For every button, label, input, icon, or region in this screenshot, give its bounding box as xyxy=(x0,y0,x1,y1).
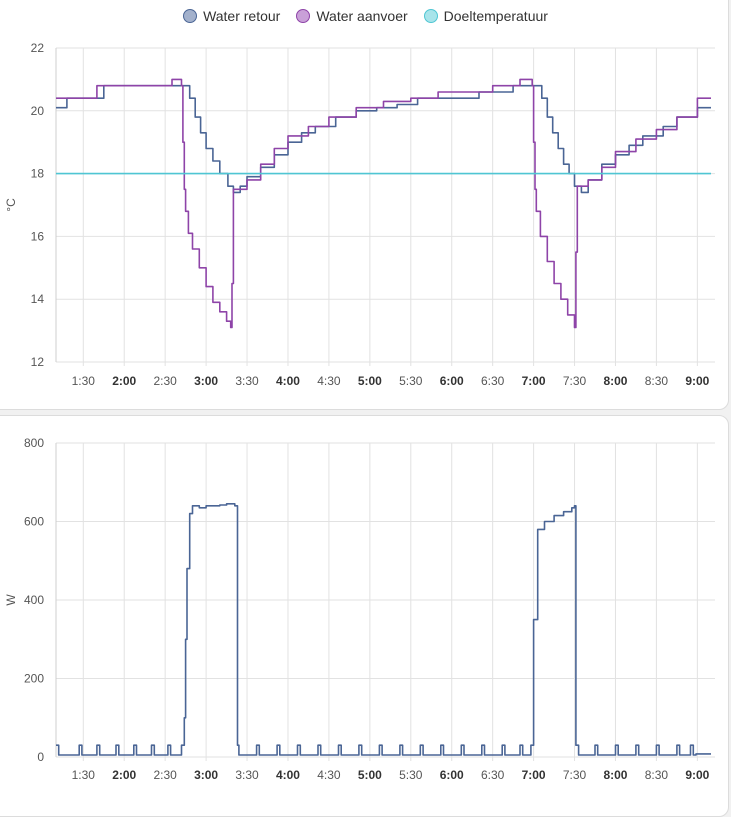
legend-item-retour[interactable]: Water retour xyxy=(183,8,280,24)
charts-svg: 22 20 18 16 14 12 1:30 2:00 2:30 3:00 3:30 4:00 4:30… xyxy=(4,41,715,782)
x-tick-label: 7:00 xyxy=(522,768,546,782)
x-tick-label: 4:00 xyxy=(276,768,300,782)
x-tick-label: 6:00 xyxy=(440,374,464,388)
x-tick-label: 2:00 xyxy=(112,374,136,388)
x-tick-label: 8:30 xyxy=(645,374,669,388)
legend-item-aanvoer[interactable]: Water aanvoer xyxy=(296,8,408,24)
y-tick-label: 400 xyxy=(24,593,44,607)
y-tick-label: 20 xyxy=(31,104,45,118)
x-tick-label: 1:30 xyxy=(72,768,96,782)
legend-swatch-doel-icon xyxy=(423,9,438,23)
x-tick-label: 9:00 xyxy=(685,768,709,782)
series-line-1-0 xyxy=(56,503,711,756)
x-tick-label: 2:00 xyxy=(112,768,136,782)
x-tick-label: 4:00 xyxy=(276,374,300,388)
x-tick-label: 5:30 xyxy=(399,374,423,388)
x-tick-label: 3:30 xyxy=(235,374,259,388)
legend-label-doel: Doeltemperatuur xyxy=(443,8,548,24)
y-tick-label: 200 xyxy=(24,672,44,686)
y-tick-label: 22 xyxy=(31,41,45,55)
chart-panel-1: 800 600 400 200 0 1:30 2:00 2:30 3:00 3:30 4:00 4:3… xyxy=(4,436,715,782)
x-tick-label: 3:30 xyxy=(235,768,259,782)
x-tick-label: 5:00 xyxy=(358,768,382,782)
chart-panel-0: 22 20 18 16 14 12 1:30 2:00 2:30 3:00 3:30 4:00 4:30… xyxy=(4,41,715,388)
y-axis-title: °C xyxy=(4,198,18,212)
legend-label-aanvoer: Water aanvoer xyxy=(316,8,408,24)
x-tick-label: 6:30 xyxy=(481,768,505,782)
x-tick-label: 5:30 xyxy=(399,768,423,782)
series-line-0-1 xyxy=(56,78,711,329)
x-tick-label: 4:30 xyxy=(317,374,341,388)
y-tick-label: 800 xyxy=(24,436,44,450)
legend-swatch-retour-icon xyxy=(183,9,198,23)
x-tick-label: 6:30 xyxy=(481,374,505,388)
chart-legend: Water retour Water aanvoer Doeltemperatu… xyxy=(0,8,731,24)
y-tick-label: 18 xyxy=(31,167,45,181)
power-chart-card xyxy=(0,415,729,817)
temperature-chart-card xyxy=(0,0,729,410)
x-tick-label: 5:00 xyxy=(358,374,382,388)
y-tick-label: 0 xyxy=(37,750,44,764)
x-tick-label: 8:30 xyxy=(645,768,669,782)
y-tick-label: 14 xyxy=(31,292,45,306)
y-axis-title: W xyxy=(4,594,18,606)
x-tick-label: 4:30 xyxy=(317,768,341,782)
x-tick-label: 9:00 xyxy=(685,374,709,388)
legend-label-retour: Water retour xyxy=(203,8,281,24)
x-tick-label: 3:00 xyxy=(194,374,218,388)
x-tick-label: 7:00 xyxy=(522,374,546,388)
y-tick-label: 16 xyxy=(31,229,45,243)
y-tick-label: 600 xyxy=(24,515,44,529)
x-tick-label: 2:30 xyxy=(153,374,177,388)
x-tick-label: 6:00 xyxy=(440,768,464,782)
x-tick-label: 1:30 xyxy=(72,374,96,388)
x-tick-label: 2:30 xyxy=(153,768,177,782)
x-tick-label: 8:00 xyxy=(603,374,627,388)
x-tick-label: 3:00 xyxy=(194,768,218,782)
x-tick-label: 7:30 xyxy=(563,768,587,782)
x-tick-label: 7:30 xyxy=(563,374,587,388)
legend-swatch-aanvoer-icon xyxy=(296,9,311,23)
legend-item-doel[interactable]: Doeltemperatuur xyxy=(423,8,548,24)
y-tick-label: 12 xyxy=(31,355,45,369)
x-tick-label: 8:00 xyxy=(603,768,627,782)
